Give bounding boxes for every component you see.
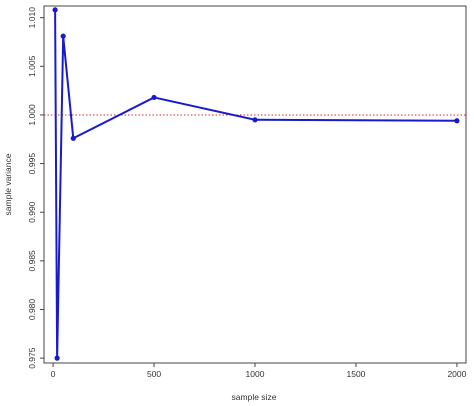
y-tick-label: 0.985 — [27, 250, 37, 272]
x-tick-label: 1000 — [246, 369, 265, 379]
y-axis: 0.975 0.980 0.985 0.990 0.995 1.000 1.005 1.010 — [27, 7, 44, 369]
data-point — [70, 135, 76, 141]
data-point — [52, 7, 58, 13]
y-tick-label: 0.975 — [27, 347, 37, 369]
x-tick-label: 500 — [147, 369, 161, 379]
x-tick-label: 2000 — [447, 369, 466, 379]
series-layer — [52, 7, 460, 361]
x-tick-label: 0 — [51, 369, 56, 379]
data-point — [151, 94, 157, 101]
y-tick-label: 1.010 — [27, 7, 37, 29]
data-point — [454, 118, 460, 124]
plot-frame — [43, 5, 467, 364]
y-tick-label: 0.980 — [27, 299, 37, 321]
x-axis: 0 500 1000 1500 2000 — [51, 363, 467, 379]
data-point — [60, 33, 66, 39]
data-point — [54, 355, 60, 361]
x-axis-title: sample size — [232, 392, 277, 402]
y-tick-label: 1.005 — [27, 55, 37, 77]
series-line — [54, 9, 457, 360]
x-tick-label: 1500 — [346, 369, 365, 379]
y-tick-label: 0.990 — [27, 201, 37, 223]
y-tick-label: 1.000 — [27, 104, 37, 126]
y-tick-label: 0.995 — [27, 153, 37, 175]
y-axis-title: sample variance — [3, 153, 13, 215]
data-point — [252, 117, 258, 123]
